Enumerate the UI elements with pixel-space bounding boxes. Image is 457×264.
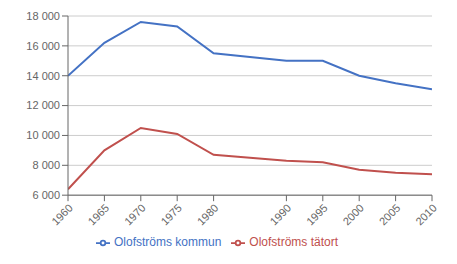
svg-text:2010: 2010 bbox=[413, 202, 439, 228]
svg-text:12 000: 12 000 bbox=[26, 99, 60, 111]
svg-text:8 000: 8 000 bbox=[32, 159, 60, 171]
svg-text:1975: 1975 bbox=[158, 202, 184, 228]
svg-text:1970: 1970 bbox=[122, 202, 148, 228]
svg-text:14 000: 14 000 bbox=[26, 70, 60, 82]
svg-text:2005: 2005 bbox=[377, 202, 403, 228]
svg-text:1990: 1990 bbox=[268, 202, 294, 228]
svg-text:2000: 2000 bbox=[340, 202, 366, 228]
svg-text:10 000: 10 000 bbox=[26, 129, 60, 141]
svg-text:1995: 1995 bbox=[304, 202, 330, 228]
html-text:Olofströms kommun: Olofströms kommun bbox=[114, 235, 222, 250]
html-text:Olofströms tätort: Olofströms tätort bbox=[249, 235, 338, 250]
svg-text:6 000: 6 000 bbox=[32, 189, 60, 201]
svg-text:18 000: 18 000 bbox=[26, 10, 60, 22]
svg-text:16 000: 16 000 bbox=[26, 40, 60, 52]
svg-text:1960: 1960 bbox=[49, 202, 75, 228]
svg-text:1965: 1965 bbox=[86, 202, 112, 228]
svg-text:1980: 1980 bbox=[195, 202, 221, 228]
